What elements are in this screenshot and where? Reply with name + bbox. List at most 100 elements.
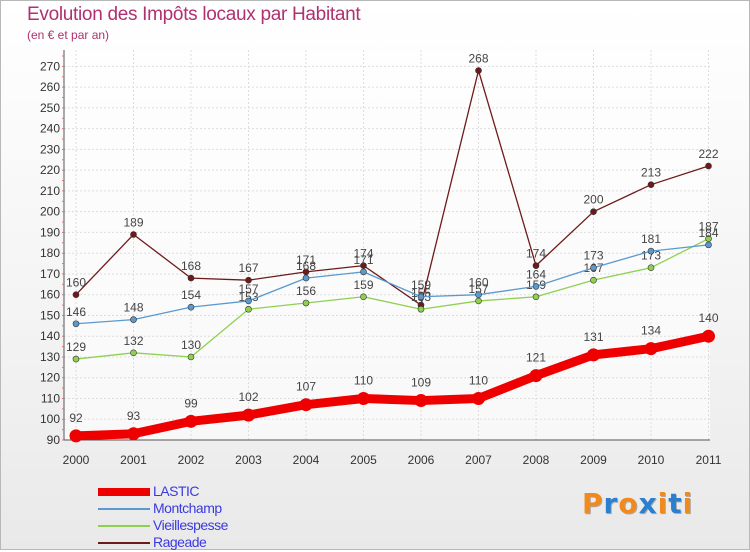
data-point-lastic bbox=[529, 369, 543, 383]
data-point-lastic bbox=[69, 429, 83, 443]
data-label-lastic: 110 bbox=[354, 373, 373, 387]
y-tick-label: 90 bbox=[47, 433, 61, 447]
data-label-montchamp: 148 bbox=[123, 301, 143, 315]
data-point-lastic bbox=[702, 329, 715, 343]
data-label-vieillespesse: 132 bbox=[123, 334, 143, 348]
data-point-rageade bbox=[647, 181, 655, 188]
data-label-lastic: 140 bbox=[698, 311, 718, 325]
data-label-vieillespesse: 187 bbox=[698, 220, 718, 234]
legend-swatch bbox=[98, 525, 150, 527]
x-tick-label: 2011 bbox=[696, 453, 722, 467]
y-tick-label: 250 bbox=[40, 101, 60, 115]
data-point-lastic bbox=[414, 394, 428, 408]
data-label-montchamp: 146 bbox=[66, 305, 86, 319]
data-point-lastic bbox=[587, 348, 600, 362]
data-label-vieillespesse: 130 bbox=[181, 338, 201, 352]
data-label-montchamp: 171 bbox=[353, 253, 373, 267]
data-label-rageade: 200 bbox=[583, 193, 603, 207]
series-line-rageade bbox=[75, 69, 710, 306]
data-label-lastic: 99 bbox=[184, 396, 198, 410]
data-point-vieillespesse bbox=[475, 297, 482, 305]
data-point-vieillespesse bbox=[72, 355, 80, 363]
data-point-montchamp bbox=[130, 316, 137, 323]
x-tick-label: 2010 bbox=[638, 453, 665, 467]
data-label-montchamp: 160 bbox=[468, 276, 488, 290]
y-tick-label: 270 bbox=[40, 59, 60, 73]
data-label-rageade: 174 bbox=[526, 247, 546, 261]
data-label-lastic: 131 bbox=[583, 330, 603, 344]
data-point-montchamp bbox=[705, 241, 712, 249]
data-point-vieillespesse bbox=[647, 264, 655, 272]
chart-subtitle: (en € et par an) bbox=[27, 28, 110, 42]
legend-label: LASTIC bbox=[153, 483, 200, 499]
data-label-rageade: 189 bbox=[123, 216, 143, 230]
x-tick-label: 2008 bbox=[523, 453, 550, 467]
data-point-rageade bbox=[532, 262, 540, 269]
data-label-vieillespesse: 156 bbox=[296, 284, 316, 298]
data-point-lastic bbox=[357, 391, 370, 405]
data-label-montchamp: 181 bbox=[641, 232, 661, 246]
chart-title: Evolution des Impôts locaux par Habitant bbox=[27, 4, 361, 25]
y-tick-label: 220 bbox=[40, 163, 60, 177]
legend-label: Rageade bbox=[153, 534, 207, 550]
data-point-lastic bbox=[299, 398, 313, 412]
x-tick-label: 2009 bbox=[580, 453, 607, 467]
data-label-lastic: 109 bbox=[411, 376, 431, 390]
data-label-lastic: 93 bbox=[127, 409, 141, 423]
data-point-lastic bbox=[472, 391, 485, 405]
data-point-montchamp bbox=[590, 264, 597, 272]
data-label-lastic: 134 bbox=[641, 324, 661, 338]
legend-swatch bbox=[98, 488, 150, 496]
data-point-lastic bbox=[127, 427, 140, 441]
legend-swatch bbox=[98, 508, 150, 510]
logo-letter: i bbox=[682, 487, 694, 520]
logo-letter: x bbox=[638, 487, 658, 520]
data-point-montchamp bbox=[475, 291, 482, 299]
data-point-montchamp bbox=[417, 293, 425, 301]
data-point-rageade bbox=[475, 67, 482, 74]
data-label-rageade: 174 bbox=[353, 247, 373, 261]
data-label-vieillespesse: 159 bbox=[353, 278, 373, 292]
x-tick-label: 2000 bbox=[63, 453, 90, 467]
legend-swatch bbox=[98, 542, 150, 544]
y-tick-label: 200 bbox=[40, 205, 60, 219]
data-point-lastic bbox=[184, 414, 198, 428]
data-label-rageade: 168 bbox=[181, 259, 201, 273]
series-line-lastic bbox=[71, 331, 713, 441]
data-point-lastic bbox=[242, 408, 255, 422]
y-tick-label: 160 bbox=[40, 288, 60, 302]
data-point-rageade bbox=[130, 231, 137, 238]
x-tick-label: 2005 bbox=[350, 453, 377, 467]
data-point-vieillespesse bbox=[302, 299, 310, 307]
data-point-vieillespesse bbox=[130, 349, 137, 357]
data-point-lastic bbox=[644, 342, 658, 356]
data-label-rageade: 171 bbox=[296, 253, 316, 267]
data-point-rageade bbox=[72, 291, 80, 299]
x-tick-label: 2001 bbox=[120, 453, 147, 467]
data-point-rageade bbox=[187, 274, 195, 282]
data-label-montchamp: 159 bbox=[411, 278, 431, 292]
data-point-rageade bbox=[245, 276, 252, 284]
legend-label: Montchamp bbox=[153, 500, 222, 516]
data-point-vieillespesse bbox=[187, 353, 195, 361]
data-point-montchamp bbox=[245, 297, 252, 305]
data-label-montchamp: 154 bbox=[181, 288, 201, 302]
y-tick-label: 100 bbox=[40, 412, 60, 426]
y-tick-label: 130 bbox=[40, 350, 60, 364]
data-label-montchamp: 173 bbox=[583, 249, 603, 263]
data-point-montchamp bbox=[532, 283, 540, 290]
x-tick-label: 2003 bbox=[235, 453, 262, 467]
data-point-montchamp bbox=[360, 268, 367, 276]
legend-label: Vieillespesse bbox=[153, 517, 228, 533]
data-label-lastic: 121 bbox=[526, 351, 546, 365]
data-label-rageade: 167 bbox=[238, 261, 258, 275]
data-label-lastic: 102 bbox=[238, 390, 258, 404]
y-tick-label: 210 bbox=[40, 184, 60, 198]
data-label-lastic: 110 bbox=[469, 373, 488, 387]
x-tick-label: 2002 bbox=[178, 453, 205, 467]
data-label-lastic: 107 bbox=[296, 380, 316, 394]
y-tick-label: 190 bbox=[40, 225, 60, 239]
data-point-montchamp bbox=[647, 247, 655, 255]
data-label-vieillespesse: 153 bbox=[238, 290, 258, 304]
y-tick-label: 260 bbox=[40, 80, 60, 94]
